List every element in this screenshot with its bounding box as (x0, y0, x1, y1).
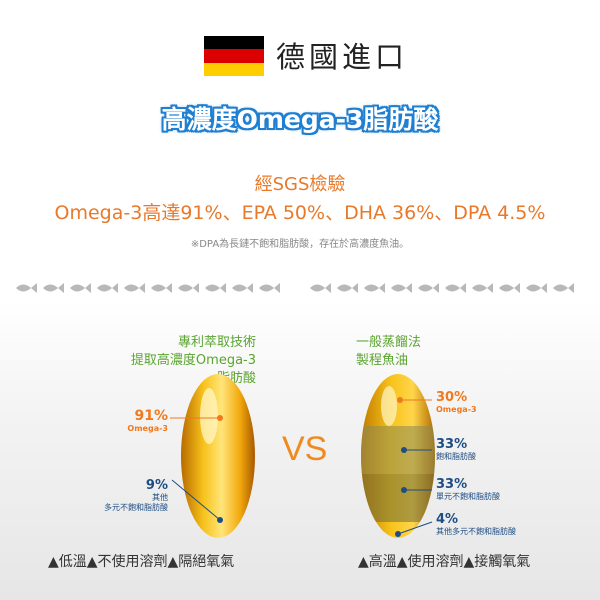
right-omega-callout: 30% Omega-3 (436, 390, 477, 415)
fish-icon-row (16, 283, 574, 293)
fish-icon (124, 283, 145, 293)
fish-icon (445, 283, 466, 293)
german-flag (204, 36, 264, 76)
omega3-stats: Omega-3高達91%、EPA 50%、DHA 36%、DPA 4.5% (54, 202, 546, 224)
right-omega-label: Omega-3 (436, 405, 477, 414)
left-heading: 專利萃取技術 提取高濃度Omega-3脂肪酸 (120, 334, 256, 388)
left-other-pct: 9% (145, 478, 168, 493)
right-mono-callout: 33% 單元不飽和脂肪酸 (436, 477, 500, 502)
right-heading-line2: 製程魚油 (356, 353, 409, 368)
right-sat-callout: 33% 飽和脂肪酸 (436, 437, 476, 462)
right-heading-line1: 一般蒸餾法 (356, 335, 422, 350)
fish-icon (232, 283, 253, 293)
right-capsule-mono-band (361, 474, 435, 522)
left-omega-label: Omega-3 (127, 424, 168, 433)
left-features: ▲低溫▲不使用溶劑▲隔絕氧氣 (48, 554, 235, 570)
fish-icon (259, 283, 280, 293)
fish-icon (526, 283, 547, 293)
left-other-label1: 其他 (152, 493, 168, 502)
right-heading: 一般蒸餾法 製程魚油 (356, 334, 506, 370)
sgs-tested-label: 經SGS檢驗 (254, 174, 346, 195)
fish-icon (178, 283, 199, 293)
fish-icon (16, 283, 37, 293)
fish-icon (499, 283, 520, 293)
right-mono-dot (401, 487, 407, 493)
right-sat-pct: 33% (436, 437, 468, 452)
left-omega-pct: 91% (134, 408, 168, 424)
left-other-callout: 9% 其他 多元不飽和脂肪酸 (80, 478, 168, 513)
right-mono-pct: 33% (436, 477, 468, 492)
fish-icon (418, 283, 439, 293)
right-features: ▲高溫▲使用溶劑▲接觸氧氣 (358, 554, 531, 570)
right-sat-dot (401, 447, 407, 453)
fish-icon (151, 283, 172, 293)
flag-stripe-black (204, 36, 264, 50)
omega3-banner: 高濃度Omega-3脂肪酸 (161, 105, 439, 134)
fish-icon (310, 283, 331, 293)
left-other-label2: 多元不飽和脂肪酸 (104, 503, 168, 512)
right-sat-label: 飽和脂肪酸 (436, 452, 476, 461)
fish-icon (472, 283, 493, 293)
fish-icon (97, 283, 118, 293)
left-capsule-highlight (200, 388, 218, 444)
left-heading-line1: 專利萃取技術 (177, 335, 256, 350)
right-mono-label: 單元不飽和脂肪酸 (436, 492, 500, 501)
left-other-dot (217, 517, 223, 523)
dpa-note: ※DPA為長鏈不飽和脂肪酸，存在於高濃度魚油。 (190, 239, 410, 250)
right-omega-pct: 30% (436, 390, 468, 405)
comparison-background (0, 300, 600, 600)
fish-icon (553, 283, 574, 293)
right-other-pct: 4% (436, 512, 459, 527)
right-other-dot (395, 531, 401, 537)
vs-label: VS (282, 430, 328, 468)
flag-stripe-red (204, 49, 264, 63)
right-other-pointer (397, 521, 433, 535)
fish-icon (337, 283, 358, 293)
fish-icon (43, 283, 64, 293)
left-heading-line2: 提取高濃度Omega-3脂肪酸 (130, 353, 256, 386)
capsule-graphics (170, 374, 435, 538)
left-other-pointer (171, 479, 221, 521)
fish-icon (364, 283, 385, 293)
right-capsule-highlight (381, 386, 397, 426)
left-capsule (181, 374, 255, 538)
right-other-callout: 4% 其他多元不飽和脂肪酸 (436, 512, 516, 537)
right-other-label: 其他多元不飽和脂肪酸 (436, 527, 516, 536)
fish-icon (205, 283, 226, 293)
fish-icon (70, 283, 91, 293)
right-omega-dot (397, 397, 403, 403)
left-omega-callout: 91% Omega-3 (110, 408, 168, 434)
left-omega-dot (217, 415, 223, 421)
fish-icon (391, 283, 412, 293)
page-title: 德國進口 (276, 40, 409, 74)
flag-stripe-gold (204, 62, 264, 76)
